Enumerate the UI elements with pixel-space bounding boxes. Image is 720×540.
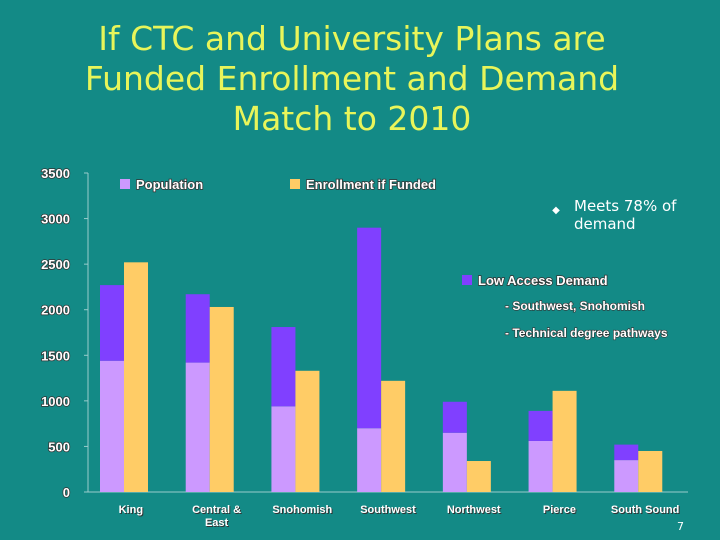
annotation: - Southwest, Snohomish: [505, 299, 645, 313]
x-tick-label: Northwest: [446, 504, 501, 516]
x-tick-label: South Sound: [610, 504, 680, 516]
bar: [185, 362, 210, 492]
legend-label: Enrollment if Funded: [306, 177, 436, 192]
bar: [271, 327, 296, 407]
bar: [271, 406, 296, 492]
bar: [185, 294, 210, 363]
bar: [209, 306, 234, 492]
bar: [381, 380, 406, 492]
y-tick-label: 2000: [41, 303, 70, 318]
bar: [442, 432, 467, 492]
bar: [124, 262, 148, 492]
legend-label: Low Access Demand: [478, 273, 608, 288]
x-tick-label: Snohomish: [272, 504, 333, 516]
y-tick-label: 3000: [41, 212, 70, 227]
legend-swatch: [290, 179, 300, 189]
x-tick-label: Southwest: [360, 504, 416, 516]
y-tick-label: 500: [48, 439, 70, 454]
annotation: Meets 78% of demand: [574, 197, 677, 233]
x-tick-label: Central & East: [192, 504, 242, 529]
bar: [528, 440, 553, 492]
bar: [357, 227, 382, 429]
title-line: Funded Enrollment and Demand: [85, 59, 619, 98]
legend-swatch: [120, 179, 130, 189]
title-line: If CTC and University Plans are: [98, 19, 605, 58]
y-tick-label: 1000: [41, 394, 70, 409]
bar: [552, 390, 577, 492]
bar: [442, 401, 467, 433]
bar: [100, 285, 124, 361]
annotation: - Technical degree pathways: [505, 326, 668, 340]
y-tick-label: 3500: [41, 166, 70, 181]
y-tick-label: 2500: [41, 257, 70, 272]
bar: [528, 410, 553, 441]
title-line: Match to 2010: [233, 99, 472, 138]
x-tick-label: King: [118, 504, 144, 516]
bar: [295, 370, 320, 492]
legend-label: Population: [136, 177, 203, 192]
y-tick-label: 1500: [41, 348, 70, 363]
bar: [357, 428, 382, 492]
bar: [614, 444, 639, 461]
slide-number: 7: [677, 520, 684, 533]
legend-swatch: [462, 275, 472, 285]
y-tick-label: 0: [63, 485, 70, 500]
bar: [638, 450, 663, 492]
bar: [466, 461, 491, 492]
bar: [614, 460, 639, 492]
bar: [100, 360, 124, 492]
x-tick-label: Pierce: [542, 504, 576, 516]
bullet: ◆: [552, 205, 560, 216]
